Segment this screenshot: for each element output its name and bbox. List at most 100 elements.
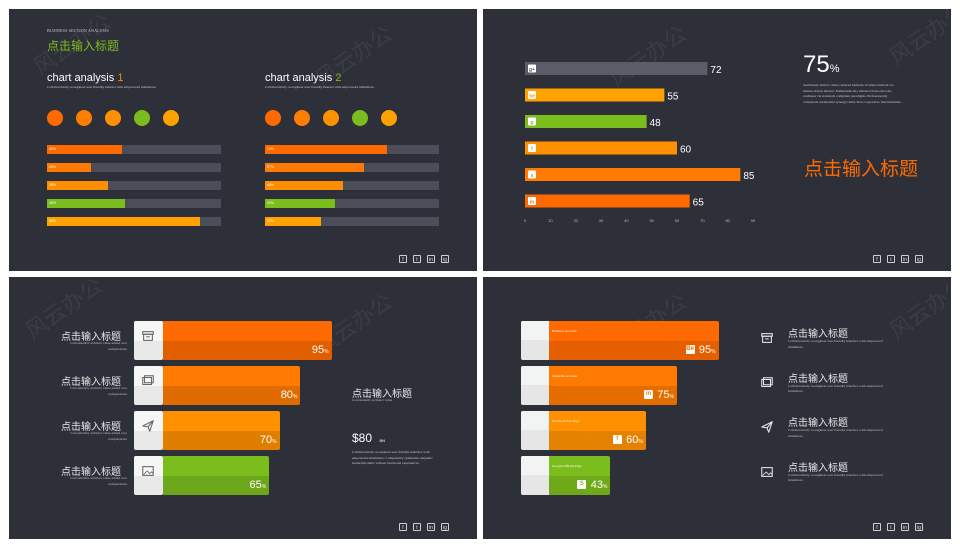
slide-skill-bars: 风云办公 风云办公 点击输入标题 Conveniently architect v…	[9, 277, 477, 539]
bar-category-icon: be	[529, 94, 535, 100]
progress-label: 88%	[49, 219, 57, 223]
color-dot	[381, 110, 397, 126]
side-description: Collaboratively re-engineer user friendl…	[352, 450, 433, 466]
social-links: f t in ig	[873, 255, 923, 263]
chart-heading: chart analysis 1	[47, 72, 123, 84]
skill-percent: 80%	[280, 389, 298, 401]
row-title: 点击输入标题	[61, 467, 121, 478]
twitter-icon[interactable]: t	[887, 255, 895, 263]
bar-category-icon: f	[531, 147, 533, 153]
row-box	[521, 456, 552, 495]
social-links: f t in ig	[399, 523, 449, 531]
row-subtitle: Conveniently architect value-added core …	[70, 431, 127, 441]
folders-icon	[760, 376, 774, 395]
bar	[525, 194, 690, 208]
bar-icon-bg	[528, 91, 536, 99]
linkedin-icon[interactable]: in	[427, 255, 435, 263]
side-subtitle: Conveniently architect value	[352, 398, 393, 402]
instagram-icon[interactable]: ig	[441, 255, 449, 263]
row-icon-box	[134, 321, 163, 360]
color-dot	[134, 110, 150, 126]
row-box	[521, 321, 552, 360]
bar	[525, 141, 677, 155]
progress-fill: 45%	[265, 181, 344, 190]
x-tick-label: 0	[524, 218, 527, 223]
progress-label: 57%	[267, 165, 275, 169]
account-percent: 75%	[657, 389, 674, 401]
feature-subtitle: Collaboratively re-engineer user friendl…	[788, 383, 883, 394]
row-title: 点击输入标题	[61, 332, 121, 343]
big-stat-unit: %	[829, 63, 840, 75]
feature-subtitle: Collaboratively re-engineer user friendl…	[788, 472, 883, 483]
progress-label: 35%	[49, 183, 57, 187]
bar-value-label: 65	[693, 198, 705, 209]
instagram-icon[interactable]: ig	[441, 523, 449, 531]
feature-subtitle: Collaboratively re-engineer user friendl…	[788, 339, 883, 349]
progress-label: 45%	[267, 183, 275, 187]
amount-unit: BN	[379, 438, 386, 443]
bar-icon-bg	[528, 170, 536, 179]
linkedin-icon[interactable]: in	[901, 255, 909, 263]
bar	[525, 115, 647, 128]
social-links: f t in ig	[873, 523, 923, 531]
bar-value-label: 60	[680, 145, 692, 156]
linkedin-icon[interactable]: in	[901, 523, 909, 531]
slide-chart-analysis: 风云办公 风云办公 BUSINESS SECTION ANALYSIS 点击输入…	[9, 9, 477, 271]
watermark: 风云办公	[884, 277, 951, 344]
row-icon-box	[134, 456, 163, 495]
skill-bar: 95%	[163, 321, 332, 360]
account-name: Google Official Page	[552, 464, 582, 468]
skill-percent: 95%	[311, 344, 329, 356]
bar-icon-bg	[528, 144, 536, 152]
instagram-icon[interactable]: ig	[915, 523, 923, 531]
bar-value-label: 72	[710, 65, 722, 76]
account-percent: 95%	[698, 344, 716, 356]
x-tick-label: 90	[751, 218, 756, 223]
chart-description: Collaboratively re-engineer user friendl…	[47, 85, 157, 89]
x-tick-label: 80	[725, 218, 730, 223]
color-dot	[105, 110, 121, 126]
instagram-icon[interactable]: ig	[915, 255, 923, 263]
bar-icon-bg	[528, 117, 536, 126]
chart-heading-label: chart analysis	[47, 72, 118, 84]
linkedin-icon[interactable]: in	[427, 523, 435, 531]
account-badge-icon: in	[644, 390, 653, 399]
feature-title: 点击输入标题	[788, 418, 848, 429]
account-name: Facebook Fan Page	[552, 419, 580, 423]
bar-category-icon: s	[531, 173, 534, 179]
skill-percent: 70%	[259, 434, 277, 446]
side-title: 点击输入标题	[352, 389, 412, 400]
color-dot	[76, 110, 92, 126]
facebook-icon[interactable]: f	[873, 255, 881, 263]
twitter-icon[interactable]: t	[887, 523, 895, 531]
archive-icon	[760, 331, 774, 350]
horizontal-bar-chart: g+ 72 be 55 p 48 f 60 s 85 in 65 0 10 20 30 40 50 60 70 80 90	[524, 62, 756, 223]
progress-track: 70%	[265, 145, 439, 154]
facebook-icon[interactable]: f	[873, 523, 881, 531]
progress-label: 45%	[49, 201, 57, 205]
x-tick-label: 40	[624, 218, 629, 223]
bar-value-label: 48	[650, 118, 662, 129]
row-icon-box	[134, 366, 163, 405]
big-stat: 75%	[803, 51, 839, 79]
row-title: 点击输入标题	[61, 377, 121, 388]
row-subtitle: Conveniently architect value-added core …	[70, 476, 127, 486]
feature-title: 点击输入标题	[788, 329, 848, 340]
row-subtitle: Conveniently architect value-added core …	[70, 341, 127, 351]
twitter-icon[interactable]: t	[413, 255, 421, 263]
progress-label: 40%	[49, 147, 57, 151]
twitter-icon[interactable]: t	[413, 523, 421, 531]
progress-label: 25%	[49, 165, 57, 169]
row-icon-box	[134, 411, 163, 450]
progress-track: 25%	[47, 163, 221, 172]
skill-bar: 65%	[163, 456, 270, 495]
social-progress-bar: Google Official Page S 43%	[549, 456, 611, 495]
x-tick-label: 30	[599, 218, 604, 223]
stat-description: Seamlessly deliver client-centered metho…	[803, 83, 902, 104]
facebook-icon[interactable]: f	[399, 255, 407, 263]
social-progress-bar: LinkedIn Account in 75%	[549, 366, 677, 405]
facebook-icon[interactable]: f	[399, 523, 407, 531]
send-icon	[760, 420, 774, 439]
chart-heading-number: 2	[335, 72, 342, 84]
progress-track: 40%	[47, 145, 221, 154]
